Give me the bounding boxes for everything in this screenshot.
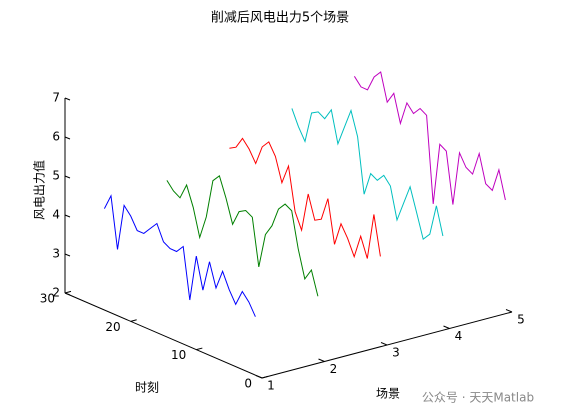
y-tick-label: 30	[40, 292, 55, 306]
z-tick-label: 2	[52, 286, 60, 300]
z-tick-label: 4	[52, 208, 60, 222]
y-axis-label: 时刻	[135, 381, 159, 395]
chart-title: 削减后风电出力5个场景	[211, 11, 349, 26]
series-line	[103, 194, 256, 317]
z-axis-label: 风电出力值	[32, 160, 47, 220]
series-line	[291, 108, 444, 241]
x-axis-label: 场景	[376, 387, 400, 401]
watermark: 公众号 · 天天Matlab	[422, 391, 534, 405]
y-tick	[64, 290, 72, 294]
x-tick-label: 1	[267, 379, 275, 393]
z-tick	[64, 214, 71, 218]
y-tick-label: 0	[244, 377, 252, 391]
z-tick	[64, 97, 71, 101]
x-tick-label: 4	[455, 329, 463, 343]
series-line	[229, 137, 381, 259]
y-tick	[261, 375, 269, 379]
z-tick	[64, 253, 71, 257]
z-tick	[64, 136, 71, 140]
y-tick-label: 10	[171, 348, 186, 362]
y-tick	[130, 319, 137, 322]
z-tick-label: 5	[52, 169, 60, 183]
y-axis	[64, 292, 263, 379]
z-tick	[64, 292, 71, 296]
z-tick-label: 3	[52, 247, 60, 261]
x-tick-label: 2	[330, 362, 338, 376]
z-tick-label: 6	[52, 130, 60, 144]
x-tick	[255, 375, 263, 379]
series-line	[166, 174, 319, 297]
x-tick-label: 5	[517, 313, 525, 327]
x-tick	[318, 358, 325, 362]
x-tick	[443, 325, 450, 329]
y-tick-label: 20	[105, 320, 120, 334]
z-tick	[64, 175, 71, 179]
z-tick-label: 7	[52, 91, 60, 105]
x-tick	[505, 309, 513, 313]
x-tick	[380, 342, 388, 346]
y-tick	[196, 347, 203, 351]
series-line	[353, 71, 506, 205]
x-tick-label: 3	[392, 346, 400, 360]
